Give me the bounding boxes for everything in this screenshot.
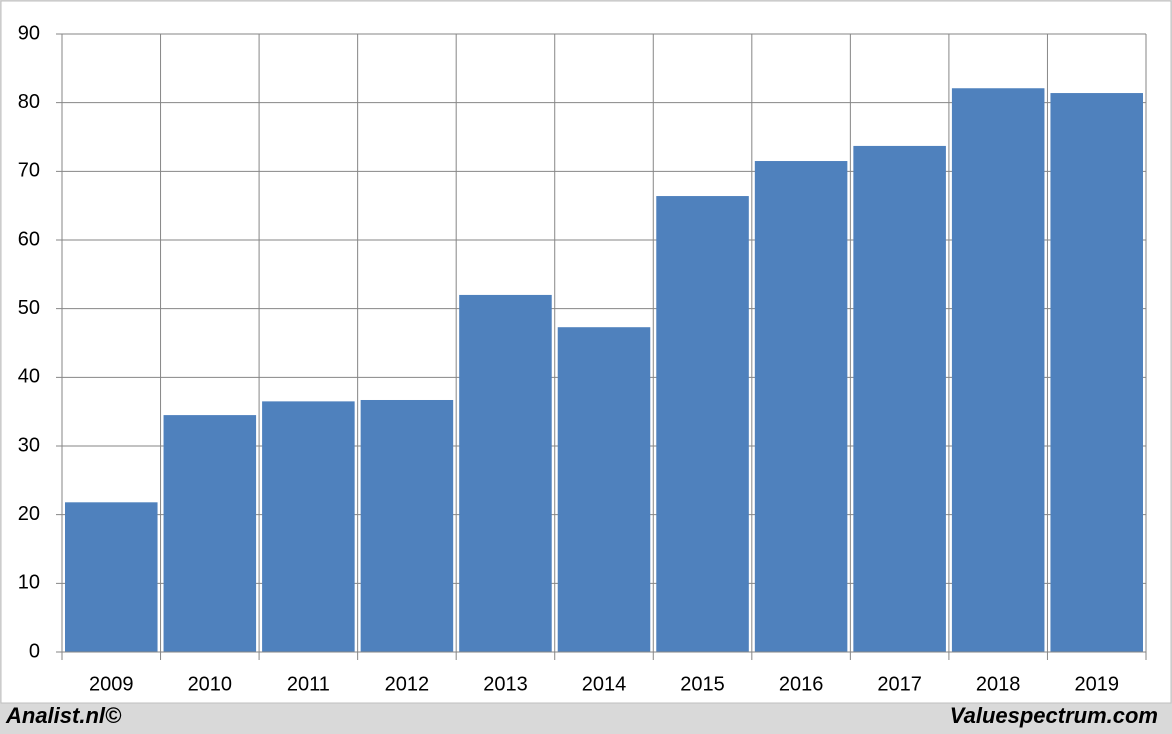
- y-tick-label: 80: [18, 91, 40, 113]
- bar: [262, 401, 355, 652]
- y-tick-label: 0: [29, 640, 40, 662]
- bar: [853, 145, 946, 652]
- footer-left: Analist.nl©: [5, 703, 122, 728]
- bar: [754, 161, 848, 653]
- bar: [459, 294, 552, 652]
- y-tick-label: 70: [18, 160, 40, 182]
- x-tick-label: 2012: [385, 673, 430, 695]
- x-tick-label: 2014: [582, 673, 627, 695]
- y-tick-label: 50: [18, 297, 40, 319]
- x-tick-label: 2010: [188, 673, 233, 695]
- x-tick-label: 2013: [483, 673, 528, 695]
- x-tick-label: 2018: [976, 673, 1021, 695]
- bar: [360, 399, 454, 652]
- x-tick-label: 2009: [89, 673, 134, 695]
- y-tick-label: 10: [18, 572, 40, 594]
- bar: [951, 88, 1045, 653]
- y-tick-label: 20: [18, 503, 40, 525]
- x-tick-label: 2011: [287, 673, 330, 695]
- bar: [65, 502, 158, 652]
- y-tick-label: 90: [18, 22, 40, 44]
- footer-right: Valuespectrum.com: [950, 703, 1158, 728]
- x-tick-label: 2017: [877, 673, 922, 695]
- y-tick-label: 40: [18, 366, 40, 388]
- bar: [557, 327, 651, 652]
- y-tick-label: 60: [18, 228, 40, 250]
- x-tick-label: 2015: [680, 673, 725, 695]
- y-tick-label: 30: [18, 434, 40, 456]
- x-tick-label: 2019: [1074, 673, 1119, 695]
- bar: [1050, 93, 1143, 652]
- bar: [163, 415, 257, 652]
- bar: [656, 196, 749, 652]
- x-tick-label: 2016: [779, 673, 824, 695]
